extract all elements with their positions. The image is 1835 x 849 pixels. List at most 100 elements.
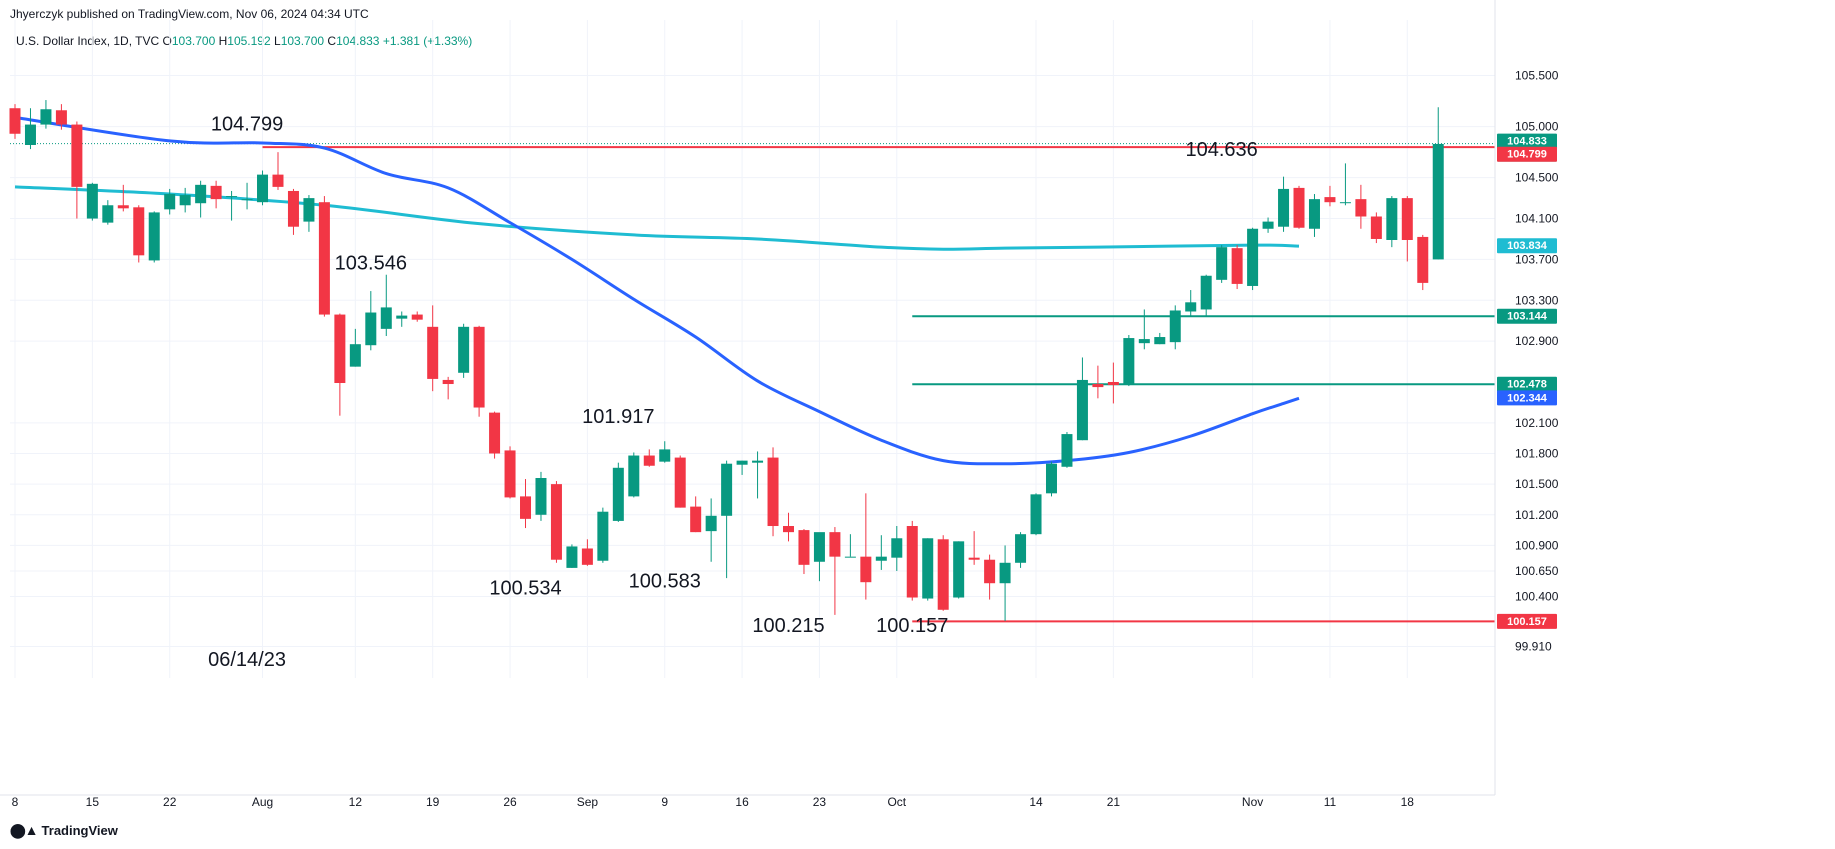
candle-body [860, 556, 872, 583]
price-tick-label: 100.400 [1515, 589, 1559, 603]
candle-body [1324, 197, 1336, 203]
candle-body [628, 455, 640, 497]
candle-body [643, 455, 655, 466]
candle [1076, 357, 1088, 441]
candle [612, 462, 624, 522]
candle-body [1247, 228, 1259, 286]
tradingview-logo-text: TradingView [41, 823, 118, 838]
candle [1324, 185, 1336, 207]
price-badge: 103.144 [1497, 308, 1557, 324]
candle-body [922, 538, 934, 599]
price-badge: 103.834 [1497, 238, 1557, 254]
candle-body [844, 556, 856, 558]
time-tick-label: Aug [252, 795, 273, 809]
open-label: O [162, 34, 172, 48]
price-annotation: 100.215 [752, 615, 824, 637]
candle [55, 104, 67, 130]
time-tick-label: 18 [1401, 795, 1415, 809]
time-tick-label: 11 [1324, 795, 1337, 809]
candle-body [813, 532, 825, 562]
high-label: H [218, 34, 228, 48]
time-tick-label: Sep [577, 795, 599, 809]
price-tick-label: 100.650 [1515, 564, 1559, 578]
candle-body [1185, 302, 1197, 312]
candle-body [566, 546, 578, 568]
candle [226, 190, 238, 221]
time-tick-label: 19 [426, 795, 440, 809]
candle [396, 311, 408, 327]
candle [102, 200, 114, 225]
candle [520, 479, 532, 529]
candle-body [1417, 236, 1429, 283]
candle [906, 520, 918, 601]
tradingview-logo[interactable]: ⬤▲ TradingView [10, 822, 118, 839]
price-tick-label: 104.500 [1515, 171, 1559, 185]
candle-body [1045, 463, 1057, 494]
time-tick-label: 8 [12, 795, 19, 809]
candle [1015, 532, 1027, 568]
candle-body [40, 109, 52, 125]
price-badge-label: 103.834 [1507, 240, 1548, 252]
candle-body [1401, 198, 1413, 240]
candle [1169, 305, 1181, 350]
candle-body [752, 460, 764, 463]
candle-body [287, 190, 299, 227]
candle [628, 452, 640, 498]
price-badge: 104.799 [1497, 146, 1557, 162]
candle-body [1278, 188, 1290, 227]
price-annotation: 100.534 [489, 577, 561, 599]
candle-body [1015, 534, 1027, 563]
candle-body [148, 212, 160, 261]
candle-body [581, 548, 593, 565]
price-tick-label: 105.000 [1515, 120, 1559, 134]
candles [9, 100, 1444, 622]
price-badge-bg [1497, 390, 1557, 406]
candle-body [736, 460, 748, 465]
candle [922, 538, 934, 601]
candle [1247, 227, 1259, 291]
candle-body [1339, 202, 1351, 204]
price-badge-label: 104.799 [1507, 149, 1547, 161]
price-annotation: 100.157 [876, 615, 948, 637]
candle-body [1169, 310, 1181, 343]
candle [489, 411, 501, 459]
candle [690, 496, 702, 533]
candle [473, 325, 485, 417]
candle [24, 108, 36, 150]
time-tick-label: Nov [1242, 795, 1263, 809]
candle [117, 184, 129, 212]
price-tick-label: 102.100 [1515, 416, 1559, 430]
candle [504, 446, 516, 499]
candle-body [210, 185, 222, 200]
candle [1154, 332, 1166, 345]
candle [643, 449, 655, 467]
candle [705, 498, 717, 562]
candle [566, 544, 578, 568]
candle [1030, 493, 1042, 536]
candle [272, 152, 284, 190]
candle [1138, 309, 1150, 350]
candle-body [1231, 248, 1243, 284]
candle [1293, 185, 1305, 229]
candle-body [1308, 199, 1320, 229]
candle [1107, 362, 1119, 404]
candle-body [1370, 216, 1382, 239]
candle [953, 541, 965, 599]
candle-body [1154, 337, 1166, 345]
low-value: 103.700 [280, 34, 325, 48]
candle [736, 460, 748, 475]
candle-body [195, 184, 207, 204]
candle [937, 535, 949, 611]
candle [1045, 461, 1057, 497]
candle-body [1216, 247, 1228, 280]
candle-body [520, 496, 532, 519]
candle-body [349, 344, 361, 367]
low-label: L [274, 34, 281, 48]
annotations: 104.799 103.546 101.917 100.534 100.583 100.2… [208, 114, 1258, 671]
candle-body [953, 541, 965, 598]
price-badge: 102.478 [1497, 376, 1557, 392]
candle-body [24, 124, 36, 145]
candle-body [473, 326, 485, 408]
candle-body [1262, 221, 1274, 229]
